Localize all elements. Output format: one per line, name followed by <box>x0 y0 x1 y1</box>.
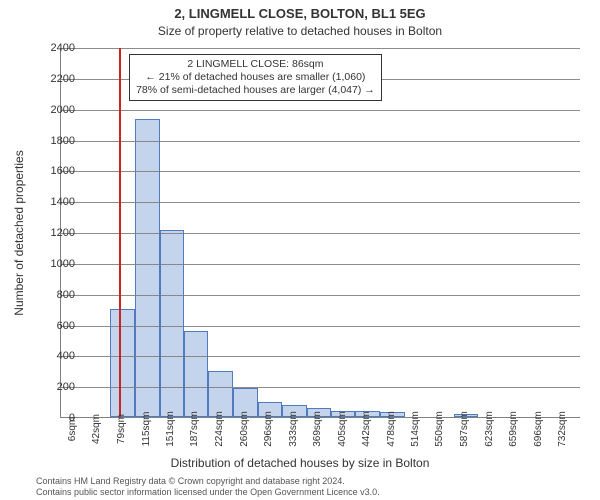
y-tick-label: 2000 <box>25 104 75 116</box>
annotation-box: 2 LINGMELL CLOSE: 86sqm ← 21% of detache… <box>129 54 382 101</box>
histogram-bar <box>208 371 233 417</box>
y-tick-label: 600 <box>25 320 75 332</box>
x-tick-label: 187sqm <box>189 411 200 447</box>
footer-line2: Contains public sector information licen… <box>36 487 600 498</box>
x-tick-label: 587sqm <box>459 411 470 447</box>
y-tick-label: 1000 <box>25 258 75 270</box>
x-tick-label: 6sqm <box>67 417 78 441</box>
y-tick-label: 1200 <box>25 227 75 239</box>
histogram-bar <box>184 331 208 417</box>
y-tick-label: 200 <box>25 381 75 393</box>
annotation-line2: ← 21% of detached houses are smaller (1,… <box>136 71 375 84</box>
x-tick-label: 623sqm <box>484 411 495 447</box>
grid-line <box>61 48 580 49</box>
x-tick-label: 260sqm <box>239 411 250 447</box>
grid-line <box>61 356 580 357</box>
x-tick-label: 115sqm <box>141 412 152 447</box>
grid-line <box>61 110 580 111</box>
x-tick-label: 732sqm <box>557 411 568 447</box>
grid-line <box>61 141 580 142</box>
histogram-bar <box>160 230 184 417</box>
y-tick-label: 1800 <box>25 135 75 147</box>
annotation-line3: 78% of semi-detached houses are larger (… <box>136 84 375 97</box>
chart-root: { "title_main": "2, LINGMELL CLOSE, BOLT… <box>0 0 600 500</box>
marker-line <box>119 48 121 417</box>
x-tick-label: 405sqm <box>337 411 348 447</box>
x-tick-label: 514sqm <box>410 411 421 447</box>
x-tick-label: 696sqm <box>533 411 544 447</box>
grid-line <box>61 233 580 234</box>
x-tick-label: 79sqm <box>116 414 127 444</box>
grid-line <box>61 387 580 388</box>
grid-line <box>61 202 580 203</box>
y-tick-label: 800 <box>25 289 75 301</box>
grid-line <box>61 171 580 172</box>
x-tick-label: 333sqm <box>288 411 299 447</box>
x-tick-label: 42sqm <box>91 414 102 444</box>
x-tick-label: 224sqm <box>214 411 225 447</box>
y-tick-label: 2200 <box>25 73 75 85</box>
x-tick-label: 478sqm <box>386 411 397 447</box>
footer: Contains HM Land Registry data © Crown c… <box>0 476 600 498</box>
y-tick-label: 1600 <box>25 165 75 177</box>
histogram-bar <box>135 119 160 417</box>
x-tick-label: 442sqm <box>361 411 372 447</box>
chart-subtitle: Size of property relative to detached ho… <box>0 24 600 38</box>
footer-line1: Contains HM Land Registry data © Crown c… <box>36 476 600 487</box>
grid-line <box>61 264 580 265</box>
plot-area: 2 LINGMELL CLOSE: 86sqm ← 21% of detache… <box>60 48 580 418</box>
y-tick-label: 1400 <box>25 196 75 208</box>
grid-line <box>61 326 580 327</box>
y-tick-label: 400 <box>25 350 75 362</box>
grid-line <box>61 295 580 296</box>
x-tick-label: 369sqm <box>312 411 323 447</box>
x-axis-label: Distribution of detached houses by size … <box>0 456 600 470</box>
x-tick-label: 550sqm <box>434 411 445 447</box>
chart-title: 2, LINGMELL CLOSE, BOLTON, BL1 5EG <box>0 6 600 21</box>
x-tick-label: 659sqm <box>508 411 519 447</box>
x-tick-label: 151sqm <box>165 411 176 447</box>
y-axis-label: Number of detached properties <box>12 68 26 233</box>
x-tick-label: 296sqm <box>263 411 274 447</box>
y-tick-label: 2400 <box>25 42 75 54</box>
annotation-line1: 2 LINGMELL CLOSE: 86sqm <box>136 58 375 71</box>
